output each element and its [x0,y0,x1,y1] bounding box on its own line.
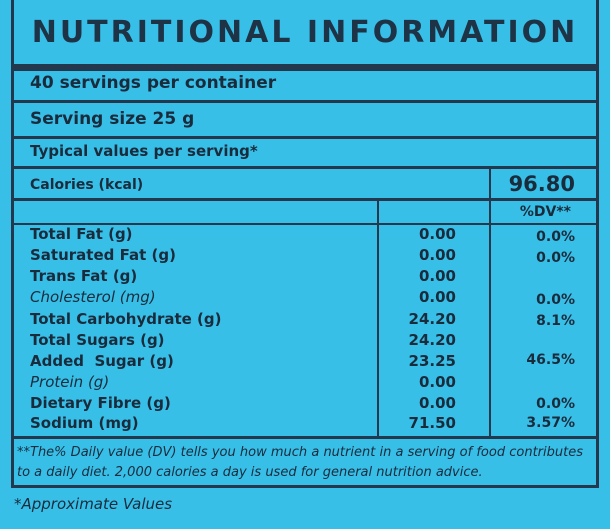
nutrient-label: Saturated Fat (g) [30,246,176,264]
nutrients-divider [14,436,596,439]
nutrient-value: 0.00 [418,288,456,306]
dv-footnote: **The% Daily value (DV) tells you how mu… [17,445,583,480]
serving-size: Serving size 25 g [30,109,195,129]
title-divider [14,64,596,71]
typical-divider [14,166,596,169]
nutrient-dv: 0.0% [536,292,575,308]
nutrition-panel: NUTRITIONAL INFORMATION 40 servings per … [11,0,599,488]
panel-title: NUTRITIONAL INFORMATION [31,14,579,50]
nutrient-value: 71.50 [408,414,456,432]
nutrient-value: 23.25 [408,352,456,370]
nutrient-label: Added Sugar (g) [30,352,174,370]
nutrient-label: Total Fat (g) [30,225,133,243]
nutrient-label: Sodium (mg) [30,414,139,432]
nutrient-value: 24.20 [408,310,456,328]
nutrient-value: 24.20 [408,331,456,349]
nutrient-dv: 0.0% [536,250,575,266]
nutrient-value: 0.00 [418,394,456,412]
nutrient-dv: 8.1% [536,313,575,329]
approximate-values-note: *Approximate Values [14,495,173,513]
dvheader-divider [14,223,596,225]
value-column-divider [377,199,379,437]
nutrient-dv: 46.5% [526,352,575,368]
nutrient-dv: 3.57% [526,415,575,431]
typical-values-label: Typical values per serving* [30,142,258,160]
nutrient-value: 0.00 [418,373,456,391]
nutrient-label: Total Sugars (g) [30,331,165,349]
dv-header: %DV** [519,204,571,220]
nutrient-value: 0.00 [418,225,456,243]
servings-divider [14,100,596,103]
nutrient-label: Protein (g) [30,373,110,391]
nutrient-label: Dietary Fibre (g) [30,394,171,412]
nutrient-label: Total Carbohydrate (g) [30,310,222,328]
calories-divider [14,198,596,201]
nutrient-label: Trans Fat (g) [30,267,138,285]
servings-per-container: 40 servings per container [30,73,277,93]
calories-label: Calories (kcal) [30,177,144,193]
nutrient-dv: 0.0% [536,229,575,245]
size-divider [14,136,596,139]
nutrient-label: Cholesterol (mg) [30,288,156,306]
nutrient-value: 0.00 [418,246,456,264]
calories-column-divider [489,167,491,437]
calories-value: 96.80 [508,172,575,196]
nutrient-value: 0.00 [418,267,456,285]
nutrient-dv: 0.0% [536,396,575,412]
